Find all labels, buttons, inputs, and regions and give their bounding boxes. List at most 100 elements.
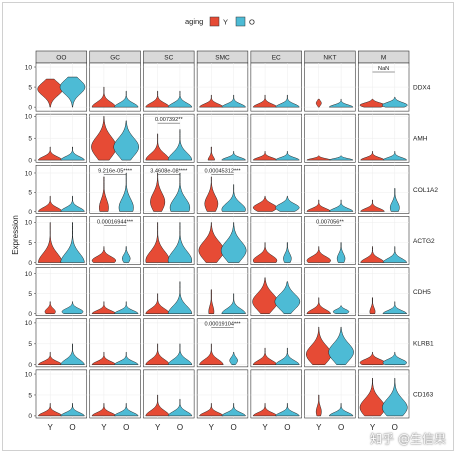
violin-DDX4-M-O: [382, 96, 408, 108]
violin-CDH5-EC-O: [274, 281, 301, 314]
violin-ACTG2-OO-O: [60, 222, 85, 263]
facet-panel: [35, 164, 88, 214]
x-tick-label: O: [392, 423, 398, 432]
violin-AMH-EC-O: [275, 151, 300, 161]
facet-panel: [357, 164, 410, 214]
violin-ACTG2-M-O: [382, 246, 407, 263]
violin-COL1A2-SC-Y: [150, 172, 166, 212]
x-tick-label: Y: [316, 423, 322, 432]
violin-KLRB1-NKT-O: [328, 326, 354, 366]
facet-panel: [89, 267, 141, 317]
violin-AMH-GC-O: [113, 120, 140, 161]
x-tick-label: Y: [209, 423, 215, 432]
violin-COL1A2-SC-O: [169, 172, 191, 212]
facet-panel: [35, 267, 88, 317]
violin-KLRB1-SMC-O: [229, 351, 238, 366]
violin-AMH-NKT-O: [328, 155, 354, 161]
violin-AMH-EC-Y: [252, 151, 278, 161]
y-tick-label: 10: [25, 170, 33, 177]
y-tick-label: 5: [28, 291, 32, 298]
violin-AMH-SMC-O: [221, 151, 246, 161]
violin-CDH5-SC-O: [167, 281, 193, 314]
violin-KLRB1-M-O: [382, 351, 407, 366]
facet-row-label-AMH: AMH: [413, 136, 428, 143]
violin-DDX4-SMC-Y: [199, 94, 224, 108]
facet-panel: [357, 267, 410, 317]
y-tick-label: 5: [28, 392, 32, 399]
x-tick-label: O: [123, 423, 129, 432]
legend-key-Y: [209, 16, 220, 27]
violin-CD163-EC-Y: [252, 403, 278, 417]
facet-row-label-CD163: CD163: [413, 391, 434, 398]
facet-panel: [250, 318, 302, 368]
violin-CD163-OO-O: [60, 403, 85, 417]
violin-AMH-SMC-Y: [207, 146, 215, 161]
violin-CD163-SC-O: [167, 398, 193, 417]
facet-column-label: SMC: [215, 55, 230, 62]
violin-CDH5-OO-Y: [44, 301, 56, 314]
violin-KLRB1-SMC-Y: [199, 343, 224, 366]
p-value-label: 3.4608e-08****: [150, 168, 188, 174]
y-tick-label: 0: [28, 311, 32, 318]
violin-DDX4-EC-Y: [252, 94, 278, 108]
violin-COL1A2-OO-Y: [38, 195, 63, 212]
violin-CD163-M-O: [382, 377, 408, 417]
y-tick-label: 10: [25, 271, 33, 278]
x-tick-label: Y: [262, 423, 268, 432]
x-tick-label: Y: [48, 423, 54, 432]
violin-CD163-NKT-Y: [315, 394, 322, 417]
y-tick-label: 10: [25, 371, 33, 378]
facet-panel: [250, 369, 302, 419]
violin-CDH5-NKT-Y: [306, 297, 331, 314]
facet-row-label-KLRB1: KLRB1: [413, 340, 434, 347]
violin-ACTG2-NKT-O: [336, 242, 346, 263]
violin-CDH5-SMC-Y: [208, 289, 215, 314]
violin-DDX4-GC-Y: [91, 86, 117, 108]
facet-panel: [89, 318, 141, 368]
violin-KLRB1-EC-O: [275, 347, 300, 366]
y-tick-label: 0: [28, 413, 32, 420]
x-tick-label: O: [177, 423, 183, 432]
violin-COL1A2-NKT-Y: [306, 199, 331, 212]
facet-column-label: NKT: [323, 55, 336, 62]
facet-column-label: GC: [110, 55, 120, 62]
facet-panel: [196, 369, 249, 419]
violin-ACTG2-NKT-Y: [306, 246, 331, 263]
facet-row-label-ACTG2: ACTG2: [413, 238, 435, 245]
y-axis-label: Expression: [11, 215, 20, 255]
violin-DDX4-GC-O: [114, 90, 139, 108]
violin-KLRB1-GC-Y: [91, 351, 117, 366]
watermark-text: 知乎 @生信果: [370, 432, 446, 446]
legend-label-O: O: [249, 18, 255, 27]
violin-DDX4-NKT-O: [328, 98, 354, 108]
y-tick-label: 10: [25, 220, 33, 227]
violin-AMH-M-Y: [360, 151, 385, 161]
violin-DDX4-OO-O: [59, 76, 86, 108]
violin-KLRB1-GC-O: [114, 351, 139, 366]
violin-ACTG2-SC-Y: [145, 222, 170, 263]
violin-CD163-SC-Y: [145, 394, 170, 417]
violin-ACTG2-GC-Y: [91, 246, 117, 263]
p-value-label: 9.216e-05****: [98, 168, 133, 174]
facet-row-label-CDH5: CDH5: [413, 289, 431, 296]
violin-CDH5-M-Y: [369, 297, 376, 314]
violin-DDX4-EC-O: [275, 94, 300, 108]
y-tick-label: 10: [25, 64, 33, 71]
violin-COL1A2-GC-Y: [99, 176, 109, 212]
legend-title: aging: [185, 17, 203, 26]
violin-ACTG2-M-Y: [360, 246, 385, 263]
violin-COL1A2-SMC-Y: [204, 176, 219, 212]
violin-CD163-OO-Y: [37, 403, 63, 417]
violin-COL1A2-SMC-O: [221, 184, 246, 212]
violin-DDX4-SMC-O: [221, 94, 246, 108]
x-tick-label: Y: [370, 423, 376, 432]
p-value-label: 0.007392**: [155, 117, 184, 123]
y-tick-label: 5: [28, 190, 32, 197]
x-tick-label: O: [338, 423, 344, 432]
violin-KLRB1-OO-O: [60, 343, 85, 366]
y-tick-label: 0: [28, 209, 32, 216]
legend-key-O: [235, 16, 246, 27]
violin-ACTG2-OO-Y: [38, 222, 63, 263]
